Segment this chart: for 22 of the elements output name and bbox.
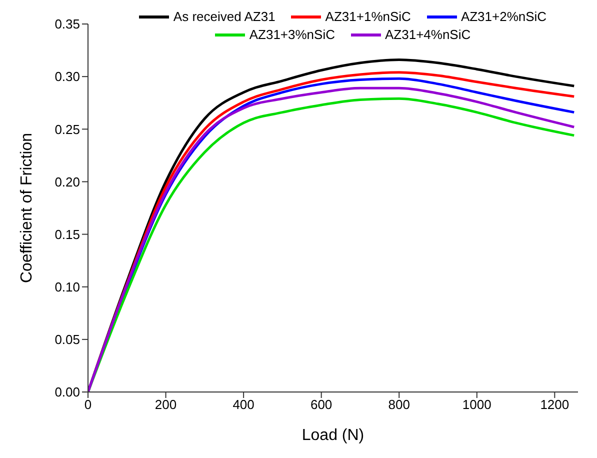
y-tick-label: 0.35: [54, 16, 80, 32]
y-tick-label: 0.25: [54, 122, 80, 137]
x-tick-label: 800: [388, 397, 410, 412]
legend-label: AZ31+1%nSiC: [324, 8, 411, 26]
y-tick-label: 0.00: [54, 384, 80, 400]
y-tick-label: 0.30: [54, 69, 80, 84]
x-tick-label: 200: [154, 397, 177, 412]
x-tick-label: 600: [310, 397, 332, 412]
legend-label: AZ31+2%nSiC: [460, 8, 547, 26]
x-tick-label: 400: [232, 397, 254, 412]
y-tick-label: 0.10: [54, 279, 80, 294]
x-tick-label: 1000: [462, 397, 492, 412]
y-tick-label: 0.20: [54, 174, 80, 190]
x-tick-label: 1200: [540, 397, 570, 412]
legend-label: AZ31+3%nSiC: [248, 26, 335, 44]
y-tick-label: 0.15: [54, 226, 80, 242]
y-axis-title: Coefficient of Friction: [18, 133, 36, 283]
legend-label: As received AZ31: [172, 8, 276, 26]
y-tick-label: 0.05: [54, 332, 80, 348]
x-tick-label: 0: [84, 397, 92, 412]
legend-label: AZ31+4%nSiC: [384, 26, 471, 44]
x-axis-title: Load (N): [302, 427, 364, 444]
